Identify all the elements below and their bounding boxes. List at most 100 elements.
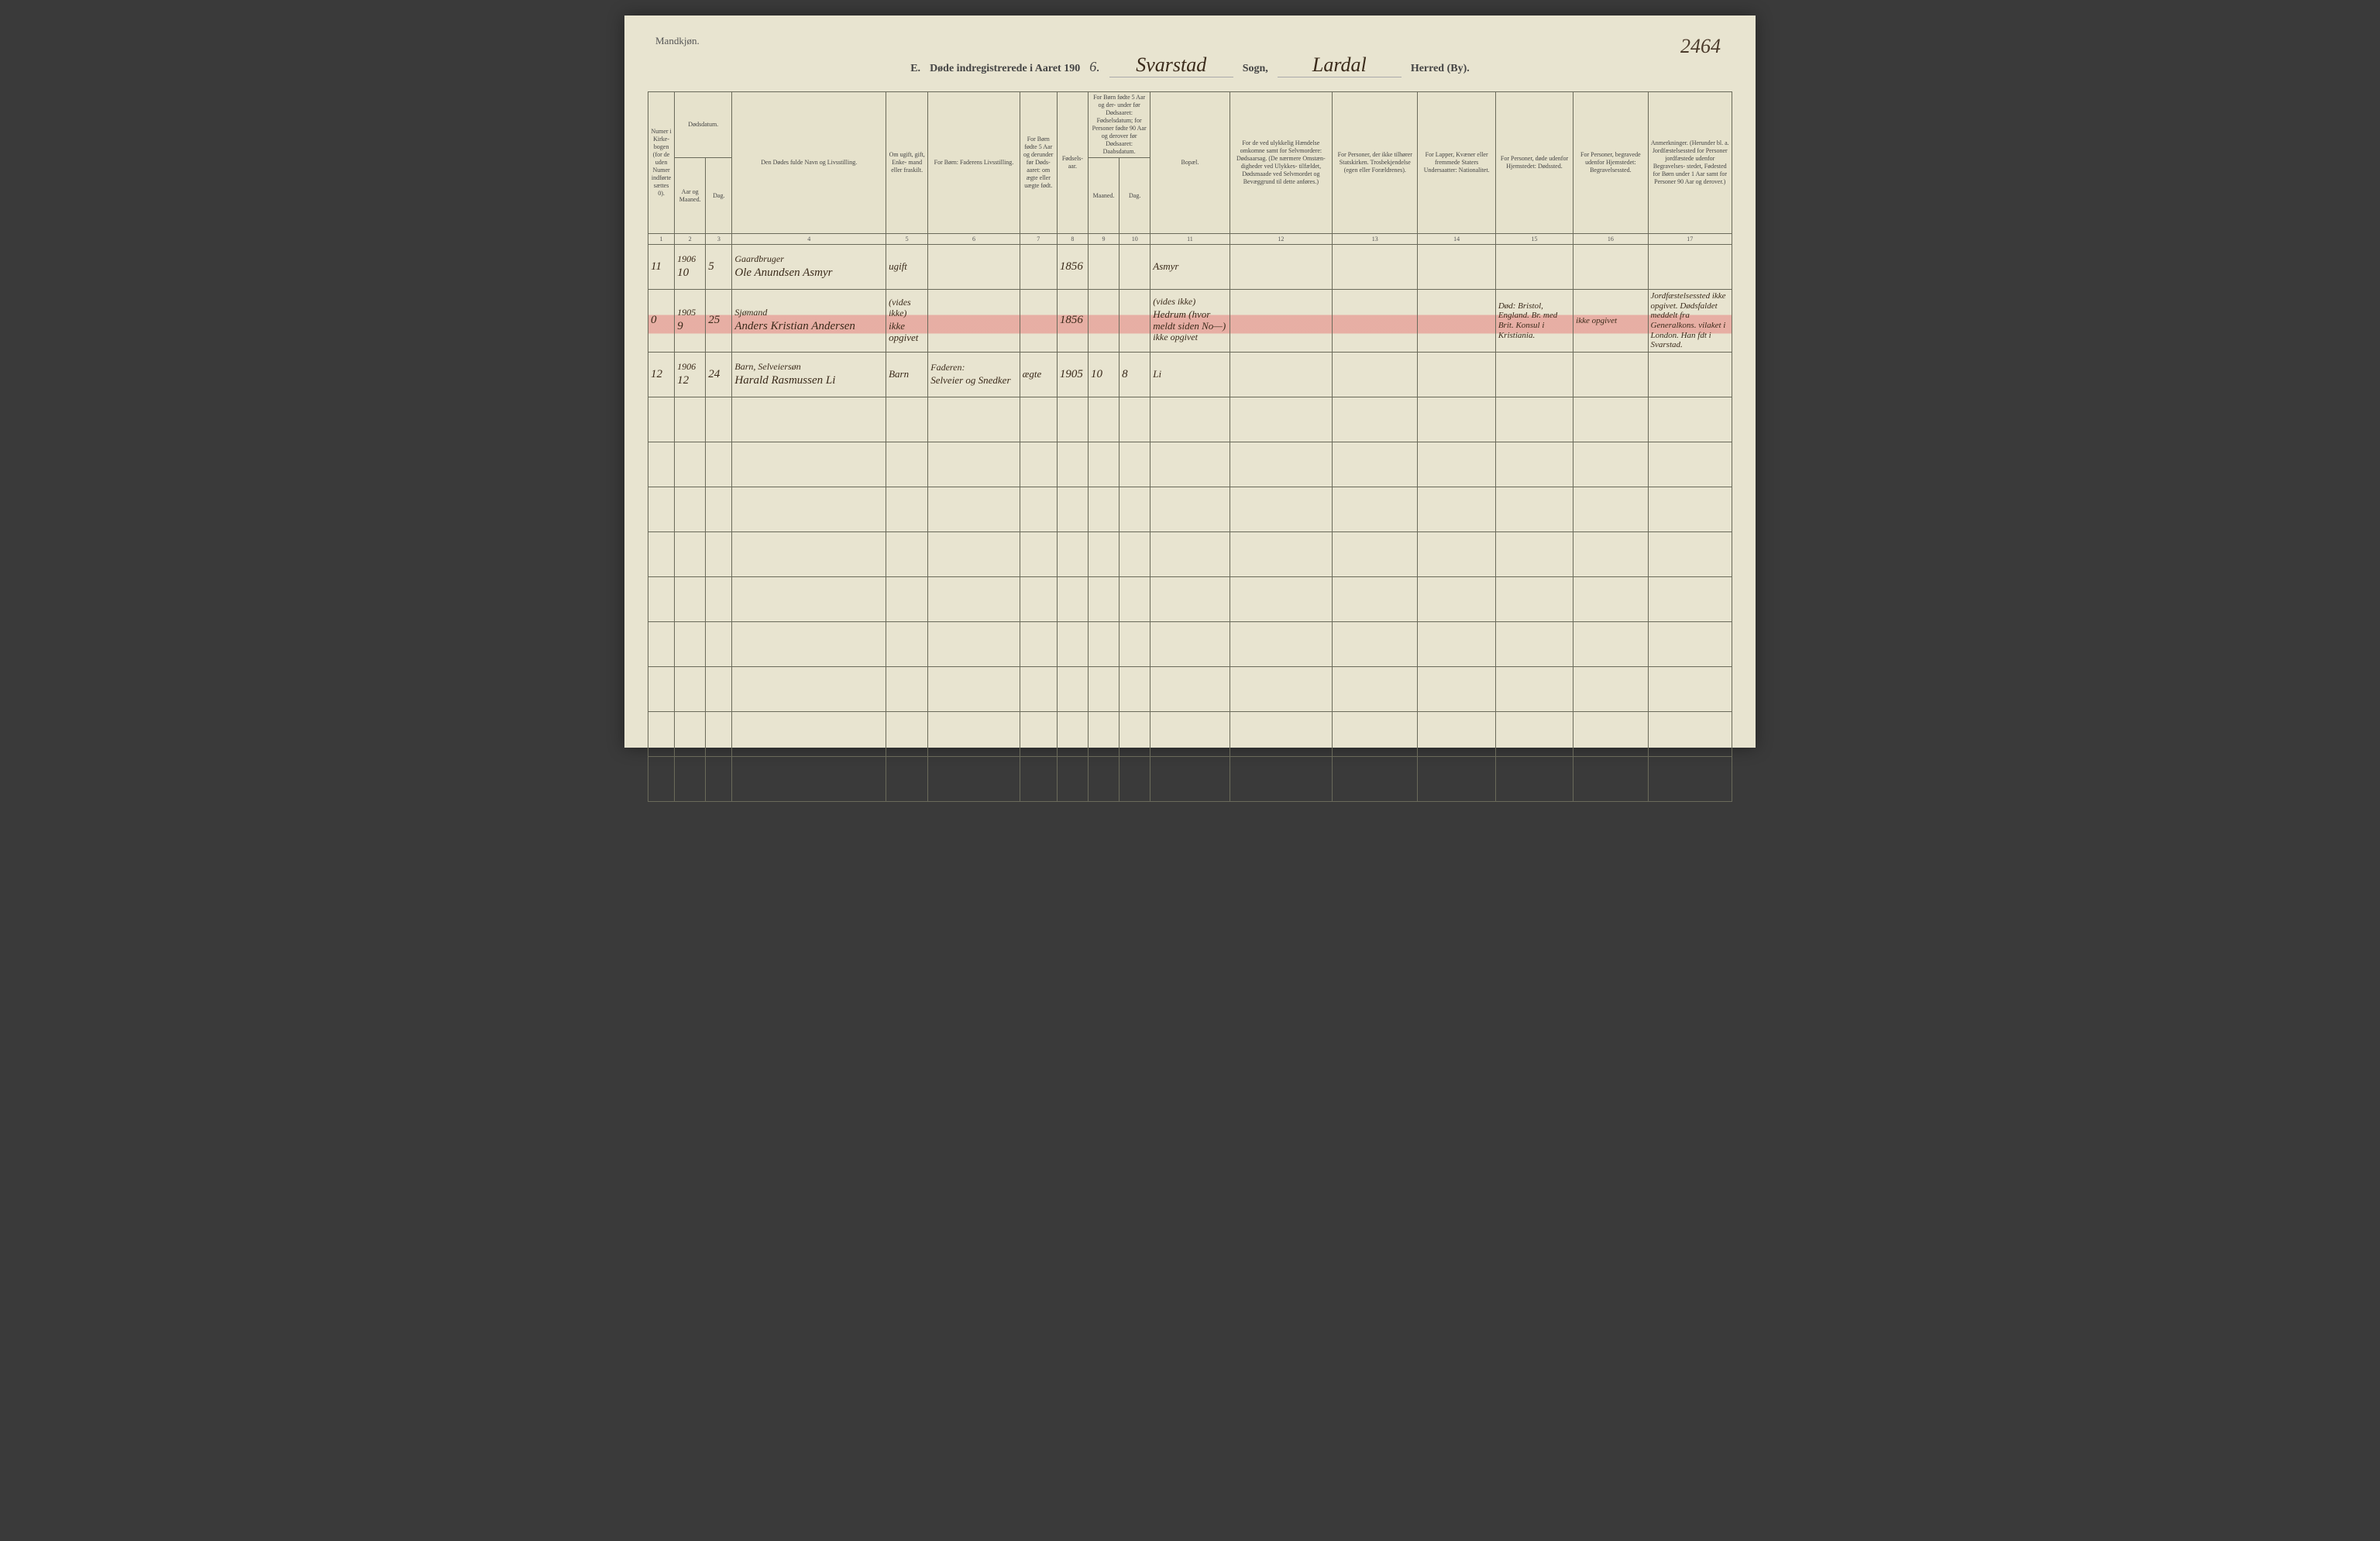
table-row (648, 711, 1732, 756)
table-cell (1418, 621, 1495, 666)
table-cell (886, 531, 928, 576)
table-cell (1057, 397, 1088, 442)
table-cell (1150, 531, 1230, 576)
table-cell (1418, 487, 1495, 531)
table-cell: (vides ikke)Hedrum (hvor meldt siden No—… (1150, 290, 1230, 353)
table-cell (1495, 711, 1573, 756)
table-cell (928, 621, 1020, 666)
table-cell (1119, 621, 1150, 666)
table-cell (1150, 666, 1230, 711)
table-cell (1088, 487, 1119, 531)
table-cell (1418, 245, 1495, 290)
colnum: 2 (675, 234, 706, 245)
table-cell: Barn, SelveiersønHarald Rasmussen Li (732, 352, 886, 397)
table-cell (928, 487, 1020, 531)
table-cell: 1905 (1057, 352, 1088, 397)
table-cell (1230, 576, 1332, 621)
table-cell (1333, 245, 1418, 290)
table-cell (886, 487, 928, 531)
col-header: Numer i Kirke- bogen (for de uden Numer … (648, 92, 675, 234)
colnum: 4 (732, 234, 886, 245)
table-cell: Asmyr (1150, 245, 1230, 290)
col-header: Bopæl. (1150, 92, 1230, 234)
table-cell (732, 397, 886, 442)
table-row (648, 487, 1732, 531)
table-cell: 11 (648, 245, 675, 290)
table-cell (675, 666, 706, 711)
table-cell (706, 442, 732, 487)
table-cell: Barn (886, 352, 928, 397)
table-cell (1088, 290, 1119, 353)
table-cell (1088, 756, 1119, 801)
table-cell (1648, 245, 1732, 290)
table-cell (1020, 290, 1057, 353)
table-cell (1230, 666, 1332, 711)
table-cell (1495, 756, 1573, 801)
table-row (648, 397, 1732, 442)
table-cell (706, 711, 732, 756)
table-cell: ugift (886, 245, 928, 290)
table-cell (675, 621, 706, 666)
table-cell (1418, 711, 1495, 756)
col-header: Den Dødes fulde Navn og Livsstilling. (732, 92, 886, 234)
table-cell (1119, 711, 1150, 756)
colnum: 16 (1573, 234, 1648, 245)
table-cell (1573, 487, 1648, 531)
table-cell (1119, 442, 1150, 487)
colnum: 13 (1333, 234, 1418, 245)
table-cell (1495, 487, 1573, 531)
table-cell (1648, 397, 1732, 442)
table-cell: 5 (706, 245, 732, 290)
colnum: 15 (1495, 234, 1573, 245)
gender-label: Mandkjøn. (655, 35, 1732, 47)
table-cell (732, 666, 886, 711)
table-cell (648, 576, 675, 621)
table-cell (1648, 666, 1732, 711)
col-header: For Personer, der ikke tilhører Statskir… (1333, 92, 1418, 234)
table-cell (1333, 531, 1418, 576)
table-cell (1119, 756, 1150, 801)
table-cell (1020, 576, 1057, 621)
colnum: 5 (886, 234, 928, 245)
table-cell: 24 (706, 352, 732, 397)
table-cell (1020, 621, 1057, 666)
table-cell (1648, 711, 1732, 756)
table-cell (1333, 442, 1418, 487)
table-cell (1648, 352, 1732, 397)
colnum: 11 (1150, 234, 1230, 245)
table-cell (1333, 756, 1418, 801)
table-row: 01905925SjømandAnders Kristian Andersen(… (648, 290, 1732, 353)
colnum: 6 (928, 234, 1020, 245)
table-cell (1648, 621, 1732, 666)
table-cell (1418, 442, 1495, 487)
column-number-row: 1 2 3 4 5 6 7 8 9 10 11 12 13 14 15 16 1… (648, 234, 1732, 245)
table-cell (1119, 666, 1150, 711)
table-cell (732, 621, 886, 666)
col-header: Aar og Maaned. (675, 158, 706, 234)
table-cell (732, 487, 886, 531)
table-cell (1333, 621, 1418, 666)
table-cell (1418, 352, 1495, 397)
table-cell (1648, 442, 1732, 487)
table-cell (1020, 531, 1057, 576)
table-cell (1418, 290, 1495, 353)
table-cell (732, 576, 886, 621)
table-cell (706, 576, 732, 621)
title-text: Døde indregistrerede i Aaret 190 (930, 63, 1080, 75)
table-cell (1230, 621, 1332, 666)
table-cell: 1856 (1057, 245, 1088, 290)
table-cell (1573, 245, 1648, 290)
table-cell (1495, 621, 1573, 666)
table-cell (1119, 531, 1150, 576)
table-cell (1088, 711, 1119, 756)
table-cell (706, 756, 732, 801)
table-cell (928, 245, 1020, 290)
table-cell (648, 487, 675, 531)
table-cell (675, 487, 706, 531)
table-cell (928, 397, 1020, 442)
table-cell: 19059 (675, 290, 706, 353)
table-cell (1020, 245, 1057, 290)
table-cell (1230, 487, 1332, 531)
table-cell (1333, 666, 1418, 711)
table-cell (1020, 711, 1057, 756)
